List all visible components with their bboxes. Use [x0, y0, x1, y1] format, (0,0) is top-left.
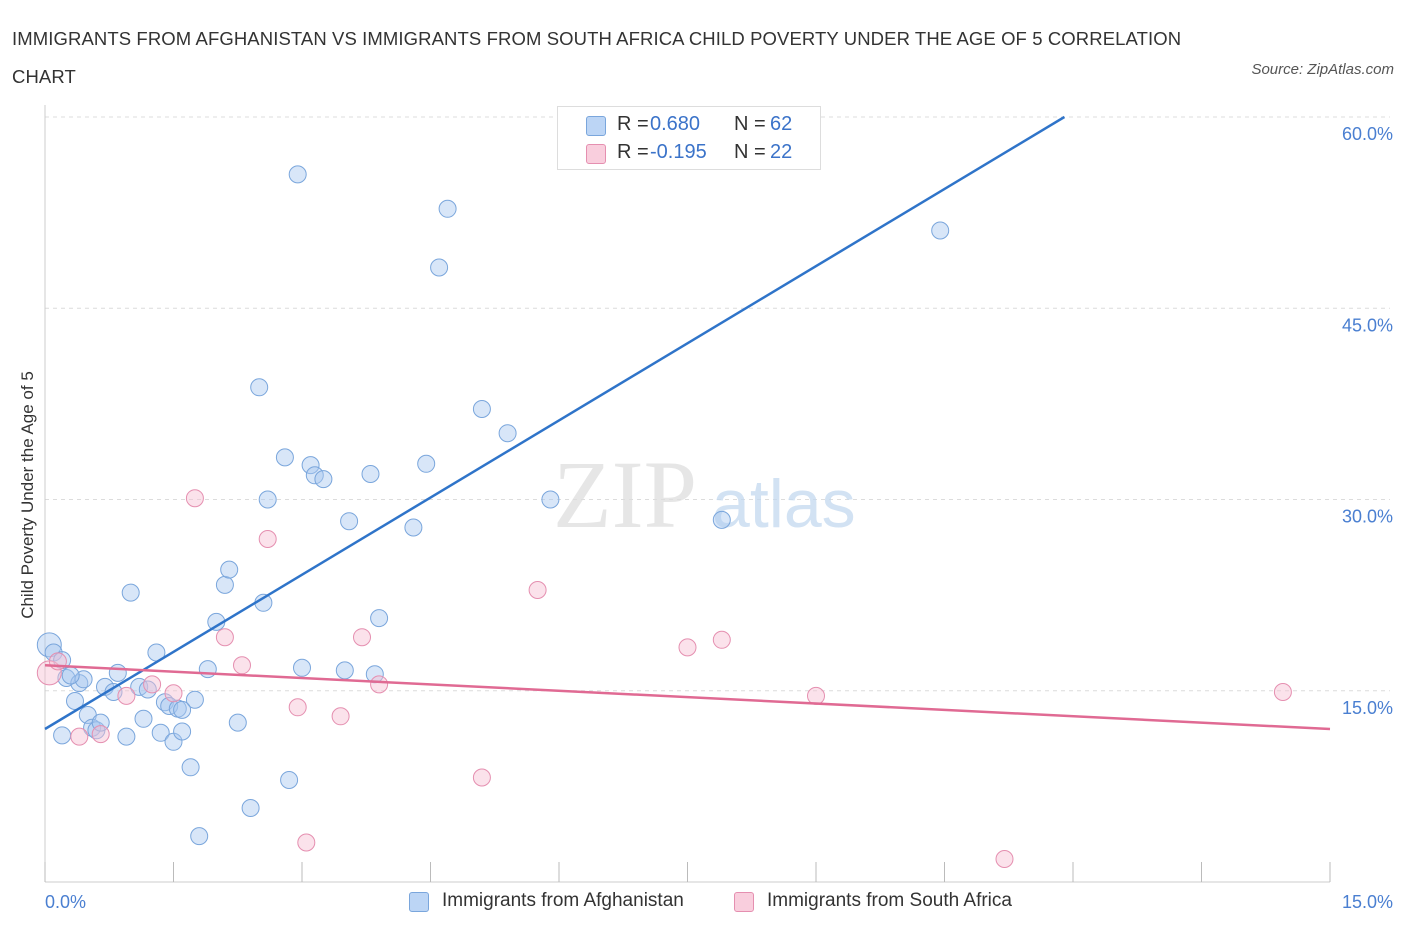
trend-lines	[44, 115, 1331, 731]
trend-line-afghanistan	[44, 115, 1066, 731]
point-south-africa	[215, 628, 234, 647]
point-afghanistan	[173, 700, 192, 719]
legend-r-label: R =	[617, 141, 649, 163]
point-afghanistan	[301, 456, 320, 475]
point-afghanistan	[220, 560, 239, 579]
point-afghanistan	[335, 661, 354, 680]
point-south-africa	[117, 686, 136, 705]
point-south-africa	[91, 725, 110, 744]
point-afghanistan	[280, 771, 299, 789]
point-afghanistan	[258, 490, 277, 509]
point-south-africa	[807, 686, 825, 705]
point-afghanistan	[712, 510, 731, 529]
point-south-africa	[143, 675, 162, 694]
point-afghanistan	[198, 660, 217, 679]
point-afghanistan	[417, 454, 436, 473]
x-ticks	[44, 862, 1331, 882]
legend-r-value-south-africa: -0.195	[650, 141, 707, 163]
point-south-africa	[331, 707, 350, 726]
point-afghanistan	[53, 726, 72, 745]
y-tick-labels: 15.0% 30.0% 45.0% 60.0%	[1342, 124, 1393, 718]
series-swatch-afghanistan	[409, 892, 429, 912]
point-afghanistan	[61, 666, 80, 685]
trend-line-south-africa	[44, 664, 1331, 731]
point-south-africa	[528, 581, 547, 599]
point-afghanistan	[185, 690, 204, 709]
y-axis-title: Child Poverty Under the Age of 5	[18, 371, 37, 619]
point-south-africa	[297, 833, 316, 852]
point-afghanistan	[931, 221, 950, 240]
stats-legend: R = 0.680 N = 62 R = -0.195 N = 22	[557, 106, 821, 170]
series-swatch-south-africa	[734, 892, 754, 912]
point-south-africa	[678, 638, 697, 657]
point-afghanistan	[472, 400, 491, 418]
point-afghanistan	[173, 722, 192, 741]
point-south-africa	[712, 630, 731, 649]
point-afghanistan	[404, 518, 423, 537]
point-afghanistan	[117, 727, 136, 746]
point-south-africa	[353, 628, 371, 647]
y-tick-label: 30.0%	[1342, 507, 1393, 527]
x-tick-label: 15.0%	[1342, 892, 1393, 912]
series-name-south-africa: Immigrants from South Africa	[767, 890, 1012, 911]
legend-r-label: R =	[617, 113, 649, 135]
point-south-africa	[185, 489, 204, 508]
chart-title: IMMIGRANTS FROM AFGHANISTAN VS IMMIGRANT…	[12, 28, 1182, 87]
data-points	[36, 165, 1292, 868]
legend-n-value-afghanistan: 62	[770, 113, 793, 135]
point-south-africa	[164, 684, 183, 703]
x-tick-label: 0.0%	[45, 892, 86, 912]
point-afghanistan	[228, 713, 247, 732]
point-afghanistan	[190, 827, 209, 846]
point-afghanistan	[108, 663, 127, 682]
point-afghanistan	[541, 490, 560, 509]
y-tick-label: 15.0%	[1342, 698, 1393, 718]
point-afghanistan	[498, 424, 517, 443]
point-south-africa	[472, 768, 491, 787]
point-afghanistan	[370, 609, 389, 628]
y-tick-label: 45.0%	[1342, 315, 1393, 335]
point-afghanistan	[438, 199, 457, 218]
point-afghanistan	[293, 658, 311, 677]
legend-n-label: N =	[734, 141, 766, 163]
legend-r-value-afghanistan: 0.680	[650, 113, 701, 135]
point-afghanistan	[305, 466, 324, 485]
point-south-africa	[258, 530, 277, 548]
point-afghanistan	[241, 799, 260, 817]
point-afghanistan	[361, 465, 380, 483]
point-south-africa	[70, 727, 89, 746]
point-afghanistan	[340, 512, 359, 531]
point-south-africa	[370, 675, 389, 694]
point-south-africa	[233, 656, 251, 675]
legend-swatch-south-africa	[586, 144, 606, 164]
point-afghanistan	[314, 470, 333, 489]
legend-n-label: N =	[734, 113, 766, 135]
legend-swatch-afghanistan	[586, 116, 606, 136]
point-south-africa	[995, 850, 1014, 868]
point-afghanistan	[66, 692, 84, 710]
source-label: Source: ZipAtlas.com	[1251, 61, 1394, 78]
point-afghanistan	[215, 575, 234, 594]
point-south-africa	[288, 698, 307, 717]
series-name-afghanistan: Immigrants from Afghanistan	[442, 890, 684, 911]
point-afghanistan	[181, 758, 200, 777]
grid-lines	[45, 116, 1390, 692]
point-afghanistan	[288, 165, 307, 184]
point-afghanistan	[151, 723, 170, 742]
point-afghanistan	[430, 258, 449, 277]
point-south-africa	[1273, 683, 1292, 701]
point-afghanistan	[134, 709, 153, 728]
legend-n-value-south-africa: 22	[770, 141, 793, 163]
y-tick-label: 60.0%	[1342, 124, 1393, 144]
point-afghanistan	[121, 583, 140, 602]
point-afghanistan	[275, 448, 294, 467]
watermark-zip: ZIP	[553, 441, 697, 548]
point-afghanistan	[250, 378, 269, 397]
watermark-atlas: atlas	[712, 466, 856, 542]
x-tick-labels: 0.0% 15.0%	[45, 892, 1393, 912]
